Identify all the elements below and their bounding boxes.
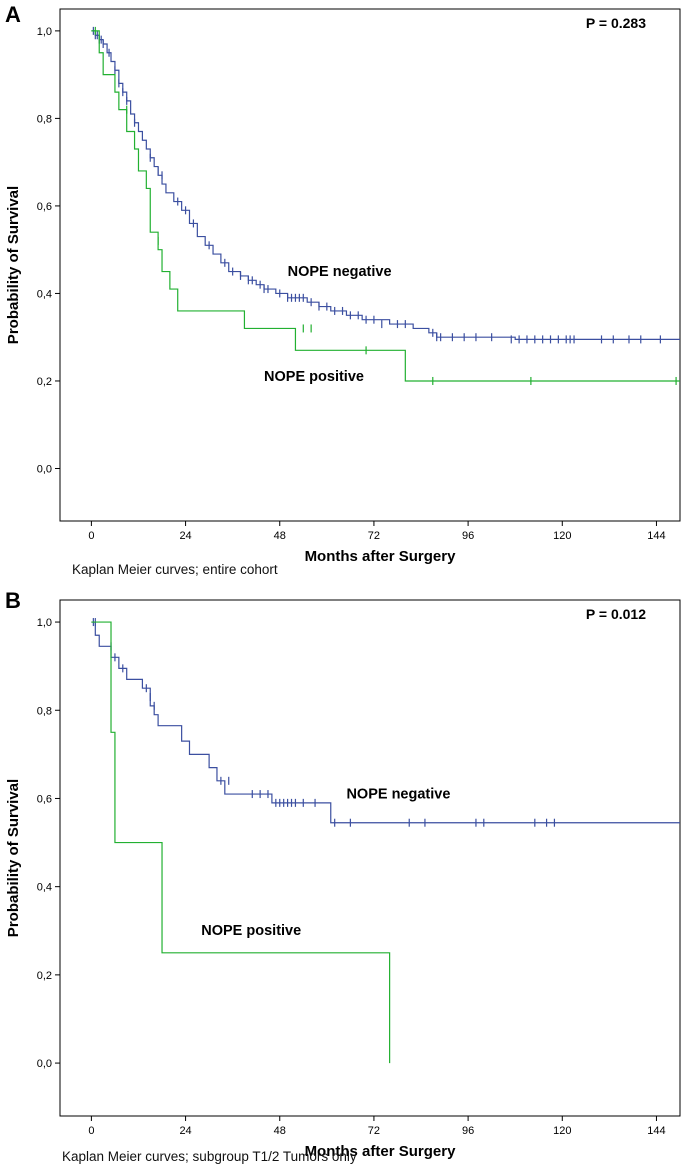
x-axis-title: Months after Surgery bbox=[305, 548, 457, 565]
y-tick-label: 0,4 bbox=[37, 882, 52, 894]
x-tick-label: 72 bbox=[368, 530, 380, 542]
km-chart-a: 0,0 0,2 0,4 0,6 0,8 1,0 0 24 48 72 96 120 144 Months … bbox=[5, 8, 681, 565]
p-value-annotation: P = 0.012 bbox=[586, 606, 646, 622]
survival-curve-nope-positive bbox=[91, 621, 391, 1064]
y-tick-label: 0,0 bbox=[37, 1058, 52, 1070]
y-axis-title: Probability of Survival bbox=[5, 779, 22, 937]
series-label-nope-negative: NOPE negative bbox=[346, 786, 450, 802]
y-axis-title: Probability of Survival bbox=[5, 186, 22, 344]
y-tick-label: 0,8 bbox=[37, 113, 52, 125]
y-tick-label: 1,0 bbox=[37, 26, 52, 38]
panel-b: B 0,0 0,2 0,4 0,6 0,8 1,0 0 24 48 72 96 120 144 Month… bbox=[0, 585, 685, 1171]
figure-caption: Kaplan Meier curves; subgroup T1/2 Tumor… bbox=[62, 1149, 357, 1164]
x-tick-label: 48 bbox=[274, 530, 286, 542]
y-tick-label: 0,6 bbox=[37, 793, 52, 805]
panel-a: A 0,0 0,2 0,4 0,6 0,8 1,0 0 24 48 72 96 120 144 Month… bbox=[0, 0, 685, 585]
figure-caption: Kaplan Meier curves; entire cohort bbox=[72, 562, 278, 577]
x-tick-label: 0 bbox=[88, 530, 94, 542]
series-label-nope-positive: NOPE positive bbox=[264, 369, 364, 385]
y-tick-label: 0,4 bbox=[37, 288, 52, 300]
y-tick-label: 0,2 bbox=[37, 970, 52, 982]
x-tick-label: 96 bbox=[462, 530, 474, 542]
x-tick-label: 144 bbox=[647, 530, 665, 542]
x-tick-label: 144 bbox=[647, 1125, 665, 1137]
plot-frame bbox=[59, 8, 681, 522]
p-value-annotation: P = 0.283 bbox=[586, 15, 646, 31]
y-tick-label: 0,8 bbox=[37, 705, 52, 717]
y-tick-label: 0,6 bbox=[37, 201, 52, 213]
panel-label: B bbox=[5, 588, 21, 613]
y-tick-label: 1,0 bbox=[37, 617, 52, 629]
series-label-nope-negative: NOPE negative bbox=[288, 264, 392, 280]
x-tick-label: 120 bbox=[553, 530, 571, 542]
x-tick-label: 24 bbox=[179, 530, 191, 542]
plot-frame bbox=[59, 599, 681, 1117]
x-tick-label: 48 bbox=[274, 1125, 286, 1137]
x-tick-label: 24 bbox=[179, 1125, 191, 1137]
x-axis-title: Months after Surgery bbox=[305, 1143, 457, 1160]
x-tick-label: 96 bbox=[462, 1125, 474, 1137]
y-tick-label: 0,2 bbox=[37, 376, 52, 388]
y-tick-label: 0,0 bbox=[37, 463, 52, 475]
x-tick-label: 120 bbox=[553, 1125, 571, 1137]
series-label-nope-positive: NOPE positive bbox=[201, 923, 301, 939]
survival-curve-nope-positive bbox=[91, 30, 680, 382]
x-tick-label: 72 bbox=[368, 1125, 380, 1137]
x-tick-label: 0 bbox=[88, 1125, 94, 1137]
km-chart-b: 0,0 0,2 0,4 0,6 0,8 1,0 0 24 48 72 96 120 144 Months … bbox=[5, 599, 681, 1160]
survival-curve-nope-negative bbox=[91, 30, 680, 340]
panel-label: A bbox=[5, 2, 21, 27]
